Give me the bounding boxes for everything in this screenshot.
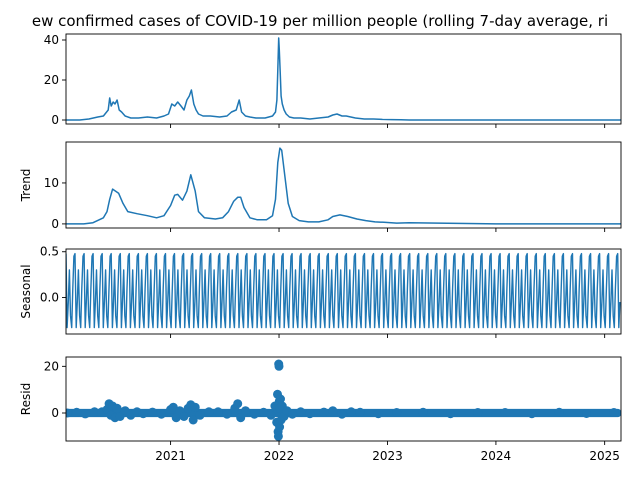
resid-point [179, 412, 189, 421]
resid-point [266, 410, 276, 420]
x-tick-label: 2021 [155, 449, 186, 463]
trend-y-axis-label: Trend [19, 169, 33, 203]
resid-point [337, 409, 347, 419]
x-tick-label: 2025 [589, 449, 620, 463]
resid-y-tick-label: 0 [51, 406, 59, 420]
resid-point [148, 407, 157, 417]
chart-title: ew confirmed cases of COVID-19 per milli… [32, 12, 608, 30]
plot-area-resid [66, 359, 621, 441]
resid-point [275, 422, 285, 432]
resid-point [156, 409, 166, 419]
observed-y-tick-label: 40 [44, 33, 59, 47]
x-tick-label: 2024 [481, 449, 512, 463]
seasonal-series-line [66, 252, 621, 329]
observed-y-tick-label: 0 [51, 113, 59, 127]
resid-y-tick-label: 20 [44, 359, 59, 373]
resid-point [276, 394, 285, 404]
resid-point [527, 409, 537, 419]
resid-point [233, 399, 243, 409]
resid-point [418, 407, 428, 417]
resid-point [249, 409, 259, 419]
plot-area-trend [66, 147, 621, 225]
observed-y-tick-label: 20 [44, 73, 59, 87]
panel-seasonal: 0.0 0.5 Seasonal [19, 245, 622, 338]
resid-point [66, 408, 72, 418]
trend-y-tick-label: 0 [51, 217, 59, 231]
panel-observed: 0 20 40 [44, 33, 622, 128]
resid-point [287, 409, 297, 419]
resid-point [346, 407, 356, 417]
resid-point [355, 407, 365, 417]
resid-point [236, 413, 246, 423]
resid-point [554, 407, 564, 417]
panel-frame-observed [65, 33, 622, 125]
resid-point [259, 407, 269, 417]
resid-point [319, 407, 329, 417]
resid-point [473, 408, 483, 417]
resid-point [213, 407, 223, 417]
resid-y-axis-label: Resid [19, 383, 33, 415]
resid-point [273, 431, 283, 441]
resid-point [392, 408, 402, 417]
resid-point [241, 406, 250, 416]
x-tick-label: 2022 [264, 449, 295, 463]
trend-series-line [66, 147, 621, 225]
resid-point [328, 406, 338, 416]
x-tick-label: 2023 [372, 449, 403, 463]
resid-point [188, 415, 198, 425]
panel-resid: 0 20 Resid 2021 2022 2023 2024 2025 [19, 356, 622, 463]
resid-point [112, 403, 122, 413]
resid-point [80, 409, 90, 419]
resid-point [296, 407, 306, 417]
resid-point [274, 361, 284, 371]
panel-trend: 0 10 Trend [19, 141, 622, 232]
resid-point [190, 402, 200, 412]
panel-frame-trend [65, 141, 622, 229]
resid-point [373, 409, 383, 419]
resid-point [500, 408, 510, 417]
plot-area-seasonal [66, 252, 621, 329]
trend-y-tick-label: 10 [44, 176, 59, 190]
resid-point [305, 409, 315, 419]
panels-group: 0 20 40 0 10 Trend 0.0 0.5 Seasonal 0 20 Resid 2021 2… [19, 33, 622, 463]
resid-point [195, 410, 205, 420]
resid-point [72, 407, 82, 417]
resid-point [138, 409, 148, 419]
resid-point [446, 409, 455, 419]
panel-frame-resid [65, 356, 622, 442]
observed-series-line [66, 37, 621, 121]
panel-frame-seasonal [65, 248, 622, 335]
plot-area-observed [66, 37, 621, 121]
seasonal-y-tick-label: 0.0 [40, 290, 59, 304]
resid-point [90, 407, 99, 417]
resid-point [609, 408, 619, 417]
resid-point [222, 409, 232, 419]
seasonal-y-tick-label: 0.5 [40, 245, 59, 259]
resid-point [204, 407, 214, 417]
resid-point [171, 413, 181, 423]
seasonal-y-axis-label: Seasonal [19, 264, 33, 318]
resid-point [582, 409, 591, 418]
